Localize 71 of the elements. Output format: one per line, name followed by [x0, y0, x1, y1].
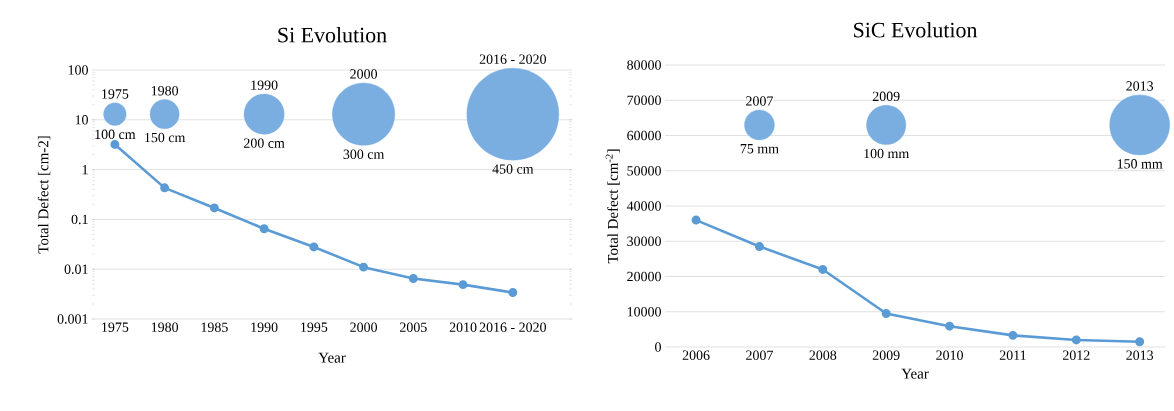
x-axis-title: Year	[901, 368, 929, 379]
x-tick-label: 2000	[350, 322, 378, 332]
point	[359, 262, 369, 272]
x-axis-title: Year	[318, 352, 346, 363]
annotation: 2007	[746, 96, 773, 106]
x-tick-label: 1990	[251, 322, 278, 332]
y-tick-label: 0.01	[64, 264, 88, 274]
y-tick-label: 50000	[627, 166, 661, 176]
annotation: 2013	[1126, 81, 1154, 91]
annotation: 450 cm	[492, 164, 534, 174]
x-tick-label: 2006	[682, 350, 710, 360]
point	[408, 274, 418, 284]
point	[209, 203, 219, 213]
y-tick-label: 0	[655, 342, 661, 352]
x-tick-label: 2012	[1062, 350, 1090, 360]
x-tick-label: 2005	[400, 322, 427, 332]
y-tick-label: 80000	[627, 60, 661, 70]
annotation: 2009	[872, 91, 900, 102]
chart-title: Si Evolution	[278, 27, 387, 43]
y-tick-label: 1	[82, 164, 88, 175]
annotation: 1990	[251, 80, 278, 90]
y-tick-label: 0.1	[71, 214, 88, 225]
text: 2016 - 2020	[479, 54, 546, 64]
point	[691, 215, 701, 225]
point	[458, 280, 468, 290]
point	[818, 264, 828, 274]
y-tick-label: 30000	[627, 236, 661, 246]
y-tick-label: 10	[75, 115, 88, 125]
point	[160, 183, 170, 193]
x-tick-label: 1995	[301, 322, 328, 332]
annotation: 2000	[350, 69, 378, 79]
x-tick-label: 2016 - 2020	[479, 322, 546, 332]
point	[309, 242, 319, 252]
annotation: 1980	[151, 86, 179, 96]
x-tick-label: 1980	[151, 322, 179, 332]
point	[1008, 330, 1018, 340]
x-tick-label: 2011	[999, 350, 1026, 360]
y-axis-title: Total Defect [cm-2]	[37, 136, 51, 254]
annotation: 200 cm	[244, 138, 285, 148]
y-tick-label: 100	[68, 65, 88, 75]
annotation: 75 mm	[740, 144, 779, 154]
annotation: 300 cm	[343, 149, 385, 159]
y-axis-title: Total Defect [cm$^{-2}$]	[605, 149, 620, 264]
point	[945, 321, 955, 331]
point	[508, 288, 518, 298]
y-tick-label: 0.001	[57, 314, 88, 324]
y-tick-label: 40000	[626, 201, 661, 211]
annotation: 100 cm	[95, 129, 136, 140]
x-tick-label: 2007	[746, 350, 773, 360]
annotation: 1975	[102, 89, 129, 99]
y-tick-label: 60000	[627, 130, 661, 141]
x-tick-label: 2010	[936, 350, 963, 360]
x-tick-label: 2009	[872, 350, 900, 360]
annotation: 100 mm	[864, 148, 910, 159]
y-tick-label: 10000	[627, 307, 661, 317]
x-tick-label: 2010	[449, 322, 477, 332]
x-tick-label: 2013	[1126, 350, 1154, 360]
point	[259, 224, 269, 234]
x-tick-label: 1975	[102, 322, 129, 332]
point	[754, 242, 764, 252]
annotation: 150 mm	[1117, 159, 1163, 169]
chart-title: SiC Evolution	[854, 22, 978, 38]
point	[110, 139, 120, 149]
x-tick-label: 2008	[809, 350, 837, 360]
point	[1135, 337, 1145, 347]
annotation: 150 cm	[145, 132, 186, 143]
y-tick-label: 70000	[627, 95, 661, 105]
point	[881, 309, 891, 318]
point	[1071, 335, 1081, 345]
y-tick-label: 20000	[627, 271, 661, 282]
x-tick-label: 1985	[201, 322, 228, 332]
